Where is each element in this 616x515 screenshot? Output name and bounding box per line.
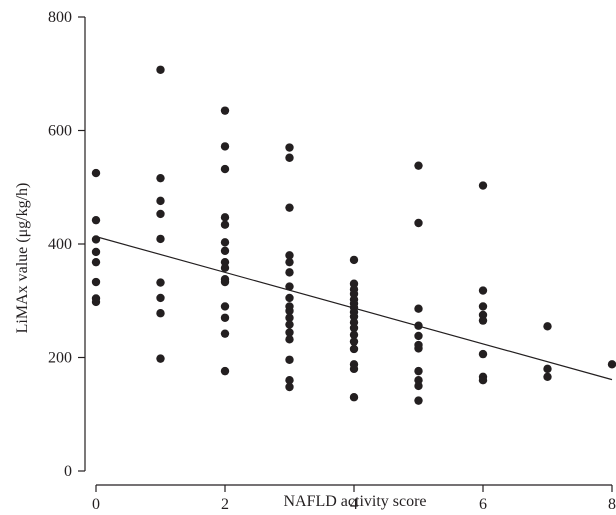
data-point [285,376,294,385]
data-point [285,335,294,344]
data-point [220,263,230,273]
data-point [285,382,294,392]
data-point [220,164,230,174]
data-point [220,246,230,256]
data-point [478,349,488,359]
data-point [543,322,552,331]
data-point [220,238,230,247]
data-point [156,234,165,244]
data-point [285,313,294,322]
x-tick-label: 8 [608,496,616,513]
data-point [156,173,165,183]
data-point [414,344,423,353]
data-point [478,181,488,190]
data-point [285,153,294,162]
x-tick-label: 2 [221,496,229,513]
data-point [414,381,423,391]
data-point [220,277,230,287]
x-tick-label: 6 [479,496,487,513]
data-point [156,278,165,287]
data-point [91,257,101,267]
y-axis-title: LiMAx value (μg/kg/h) [14,183,31,334]
data-point [285,257,294,267]
data-point [414,366,423,376]
data-points [91,65,616,405]
data-point [220,366,230,376]
data-point [285,328,294,337]
data-point [478,316,488,325]
data-point [156,196,165,206]
data-point [91,235,101,244]
axes: 0 200 400 600 800 0 2 4 6 8 [48,9,616,513]
data-point [349,330,359,339]
data-point [285,143,294,152]
y-tick-label: 0 [64,463,72,480]
data-point [349,364,359,374]
data-point [285,251,294,260]
data-point [543,372,552,381]
data-point [349,255,359,265]
data-point [220,213,230,222]
x-tick-label: 0 [92,496,100,513]
data-point [414,396,423,405]
data-point [285,293,294,303]
data-point [414,304,423,313]
data-point [156,354,165,363]
data-point [91,297,101,307]
data-point [478,286,488,295]
y-tick-label: 800 [48,9,72,26]
data-point [220,220,230,229]
y-tick-label: 400 [48,236,72,253]
data-point [91,168,101,178]
data-point [220,329,230,338]
data-point [91,247,101,257]
data-point [478,376,488,385]
data-point [156,209,165,219]
data-point [607,360,616,369]
data-point [220,106,230,115]
data-point [478,302,488,311]
data-point [285,268,294,277]
data-point [220,313,230,322]
data-point [91,215,101,225]
data-point [220,142,230,151]
data-point [349,393,359,402]
data-point [91,277,101,287]
data-point [285,282,294,291]
data-point [543,364,552,374]
data-point [285,355,294,364]
data-point [156,309,165,318]
data-point [285,320,294,329]
y-tick-label: 600 [48,123,72,140]
data-point [285,306,294,316]
y-tick-label: 200 [48,350,72,367]
data-point [220,302,230,311]
data-point [414,218,423,228]
data-point [349,337,359,346]
data-point [156,293,165,303]
data-point [285,203,294,212]
data-point [414,161,423,170]
x-tick-label: 4 [350,496,358,513]
data-point [414,331,423,341]
data-point [349,323,359,333]
trend-line [95,236,613,381]
data-point [156,65,165,74]
data-point [349,344,359,354]
x-axis-title: NAFLD activity score [283,493,426,510]
